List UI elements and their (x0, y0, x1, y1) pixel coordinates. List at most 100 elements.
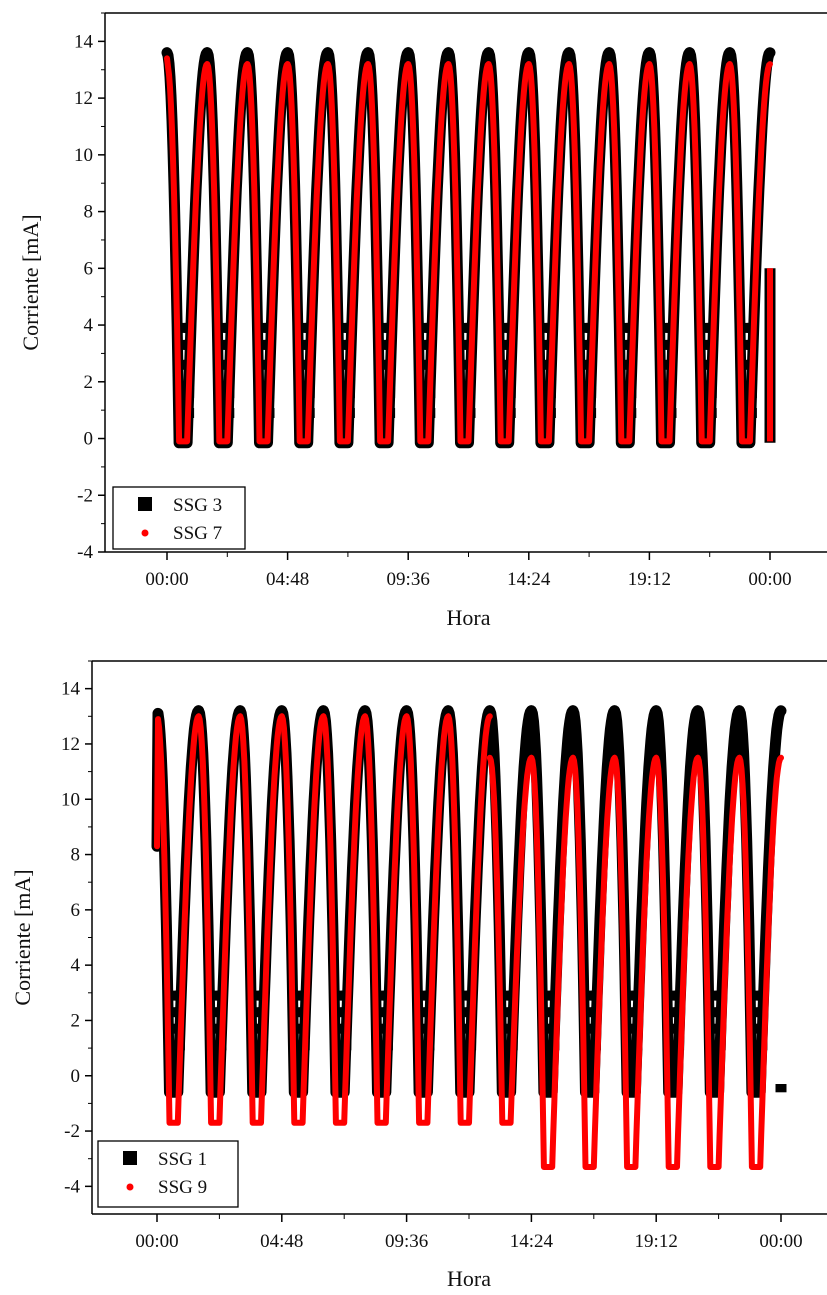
level-point (377, 1023, 388, 1034)
level-point (701, 359, 712, 370)
level-point (211, 990, 222, 1001)
series-cycle-9 (486, 754, 535, 1126)
level-point (294, 1023, 305, 1034)
level-point (419, 1040, 430, 1051)
level-point (219, 359, 230, 370)
series-cycle-13 (646, 61, 693, 445)
level-point (661, 408, 672, 418)
level-point (500, 408, 511, 418)
x-axis-title: Hora (447, 1266, 491, 1291)
y-tick-label: 2 (84, 372, 94, 393)
level-point (540, 322, 551, 333)
level-point (500, 388, 511, 399)
level-point (219, 388, 230, 399)
level-point (502, 1023, 513, 1034)
level-point (585, 1040, 596, 1051)
level-point (259, 339, 270, 350)
level-point (259, 359, 270, 370)
axes: -4 -2 0 2 4 6 8 10 12 14 00:00 04:48 09:36 14:24 19:12… (18, 12, 827, 630)
level-point (627, 990, 638, 1001)
level-point (668, 1040, 679, 1051)
x-tick-label: 00:00 (135, 1231, 178, 1252)
y-tick-label: 0 (71, 1066, 81, 1087)
series-cycle-11 (570, 754, 618, 1170)
level-point (335, 1040, 346, 1051)
level-point (420, 339, 431, 350)
level-point (661, 359, 672, 370)
level-point (585, 990, 596, 1001)
level-point (420, 359, 431, 370)
series-cycle-14 (694, 754, 743, 1170)
level-point (500, 322, 511, 333)
series-cycle-13 (653, 754, 701, 1170)
y-tick-label: -4 (64, 1176, 80, 1197)
level-point (178, 359, 189, 370)
level-point (379, 322, 390, 333)
level-point (585, 1023, 596, 1034)
level-point (299, 359, 310, 370)
level-point (549, 1007, 560, 1018)
level-point (741, 408, 752, 418)
series-cycle-6 (365, 61, 412, 445)
level-point (252, 990, 263, 1001)
level-point (751, 1023, 762, 1034)
series-cycle-3 (244, 61, 291, 445)
x-axis-title: Hora (447, 605, 491, 630)
x-tick-label: 09:36 (387, 569, 430, 590)
y-tick-label: -4 (77, 542, 93, 563)
level-point (252, 1023, 263, 1034)
series-cycle-1 (154, 713, 202, 1126)
level-point (259, 388, 270, 399)
level-point (211, 1023, 222, 1034)
level-point (178, 339, 189, 350)
level-point (757, 1007, 768, 1018)
level-point (543, 1023, 554, 1034)
plot-area (161, 47, 776, 449)
level-point (420, 408, 431, 418)
series-cycle-12 (606, 61, 653, 445)
level-point (419, 1023, 430, 1034)
level-point (377, 1007, 388, 1018)
level-point (502, 1007, 513, 1018)
series-cycle-1 (164, 55, 211, 445)
legend-marker-square (123, 1151, 137, 1165)
level-point (420, 388, 431, 399)
level-point (252, 1040, 263, 1051)
legend-marker-dot (141, 529, 149, 537)
level-point (627, 1007, 638, 1018)
legend: SSG 1 SSG 9 (97, 1140, 239, 1208)
level-point (460, 388, 471, 399)
level-point (580, 339, 591, 350)
level-point (621, 359, 632, 370)
level-point (590, 990, 601, 1001)
x-tick-label: 19:12 (628, 569, 671, 590)
level-point (169, 990, 180, 1001)
level-point (339, 339, 350, 350)
axes: -4 -2 0 2 4 6 8 10 12 14 00:00 04:48 09:36 14:24 19:12… (10, 660, 827, 1291)
level-point (710, 990, 721, 1001)
level-point (668, 1023, 679, 1034)
y-tick-label: 4 (71, 955, 81, 976)
series-cycle-2 (204, 61, 251, 445)
level-point (169, 1040, 180, 1051)
series-cycle-12 (611, 754, 660, 1170)
y-tick-label: 6 (71, 900, 81, 921)
x-tick-label: 00:00 (145, 569, 188, 590)
series-cycle-4 (284, 61, 331, 445)
level-point (299, 322, 310, 333)
x-tick-label: 14:24 (507, 569, 551, 590)
level-point (169, 1007, 180, 1018)
y-tick-label: 10 (61, 789, 80, 810)
series-cycle-4 (278, 713, 327, 1126)
chart-bottom: -4 -2 0 2 4 6 8 10 12 14 00:00 04:48 09:36 14:24 19:12… (10, 660, 827, 1291)
level-point (460, 359, 471, 370)
legend-label: SSG 7 (173, 523, 222, 544)
level-point (751, 1040, 762, 1051)
y-tick-label: -2 (64, 1121, 80, 1142)
level-point (710, 1040, 721, 1051)
series-cycle-7 (403, 713, 452, 1126)
series-cycle-6 (362, 713, 410, 1126)
series-cycle-8 (445, 713, 493, 1126)
level-point (379, 359, 390, 370)
